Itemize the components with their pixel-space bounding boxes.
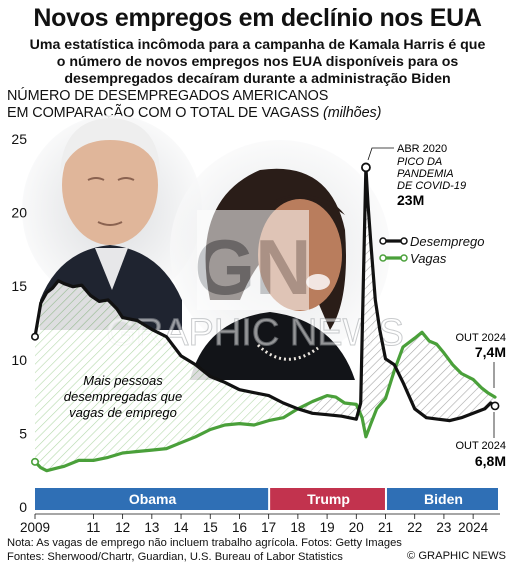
page-title: Novos empregos em declínio nos EUA [33,4,482,32]
peak-point [361,162,371,173]
x-tick-label: 19 [320,520,335,535]
vagas-end-value: 7,4M [475,344,506,360]
era-label: Trump [307,491,350,507]
gap-note-1: Mais pessoas [83,373,163,388]
annotations: ABR 2020 PICO DA PANDEMIA DE COVID-19 23… [64,143,506,469]
x-tick-label: 23 [436,520,451,535]
x-tick-label: 14 [174,520,190,535]
desemprego-end-value: 6,8M [475,453,506,469]
series-line-desemprego [33,165,497,423]
watermark-monogram: GN [195,223,312,311]
era-label: Biden [424,491,463,507]
axis-title-line: NÚMERO DE DESEMPREGADOS AMERICANOS [7,88,329,104]
legend-marker [379,237,387,245]
x-tick-label: 13 [144,520,159,535]
legend-marker [400,254,408,262]
gap-note-3: vagas de emprego [69,405,177,420]
gap-area [396,332,495,421]
legend-marker [379,254,387,262]
peak-label-2: PANDEMIA [397,168,454,180]
axis-title-line: EM COMPARAÇÃO COM O TOTAL DE VAGASS (mil… [7,105,381,122]
axis-title-line-2: EM COMPARAÇÃO COM O TOTAL DE VAGASS [7,105,320,121]
x-tick-label: 11 [86,520,100,535]
y-tick-label: 15 [11,278,27,294]
chart-axis-title: NÚMERO DE DESEMPREGADOS AMERICANOS EM CO… [7,88,381,122]
y-tick-label: 20 [11,205,27,221]
vagas-end-date: OUT 2024 [455,332,506,344]
gap-area [359,172,396,436]
era-band-biden [386,488,498,510]
credit: © GRAPHIC NEWS [407,550,506,562]
footnote-line: Fontes: Sherwood/Chartr, Guardian, U.S. … [7,551,343,563]
x-tick-label: 21 [378,520,393,535]
peak-label-1: PICO DA [397,156,442,168]
era-band-trump [270,488,385,510]
x-tick-label: 22 [407,520,422,535]
x-tick-label: 20 [349,520,364,535]
legend: Desemprego Vagas [379,234,484,266]
x-tick-label: 12 [115,520,130,535]
series-line-vagas [33,330,497,473]
footnotes: Nota: As vagas de emprego não incluem tr… [7,536,402,564]
y-tick-label: 25 [11,131,27,147]
peak-date: ABR 2020 [397,143,447,155]
subtitle-line: desempregados decaíram durante a adminis… [64,71,451,87]
era-band-obama [35,488,269,510]
subtitle-line: o número de novos empregos nos EUA dispo… [56,54,459,70]
desemprego-end-date: OUT 2024 [455,440,506,452]
series-start-point [30,457,39,466]
y-tick-label: 0 [19,499,27,515]
x-tick-label: 18 [290,520,305,535]
subtitle-line: Uma estatística incômoda para a campanha… [29,37,486,53]
series-lines [30,162,500,473]
era-label: Obama [129,491,177,507]
peak-value: 23M [397,192,424,208]
footnote-line: Nota: As vagas de emprego não incluem tr… [7,537,402,549]
peak-label-3: DE COVID-19 [397,180,466,192]
presidential-eras: Obama Trump Biden [35,488,498,510]
axes: 0 5 10 15 20 25 2009 11 12 13 14 15 16 17 18 19 20 21 22 23… [11,131,500,535]
legend-label: Vagas [410,251,447,266]
x-tick-label: 16 [232,520,247,535]
series-start-point [30,332,39,341]
desemprego-end-point [490,401,500,411]
x-tick-label: 2009 [20,520,50,535]
axis-unit: (milhões) [323,105,382,121]
gap-note-2: desempregadas que [64,389,183,404]
x-tick-label: 2024 [458,520,489,535]
y-tick-label: 10 [11,352,27,368]
x-tick-label: 15 [203,520,218,535]
page-subtitle: Uma estatística incômoda para a campanha… [14,37,501,88]
biden-photo [22,115,202,330]
legend-label: Desemprego [410,234,484,249]
x-tick-label: 17 [261,520,276,535]
legend-marker [400,237,408,245]
y-tick-label: 5 [19,425,27,441]
